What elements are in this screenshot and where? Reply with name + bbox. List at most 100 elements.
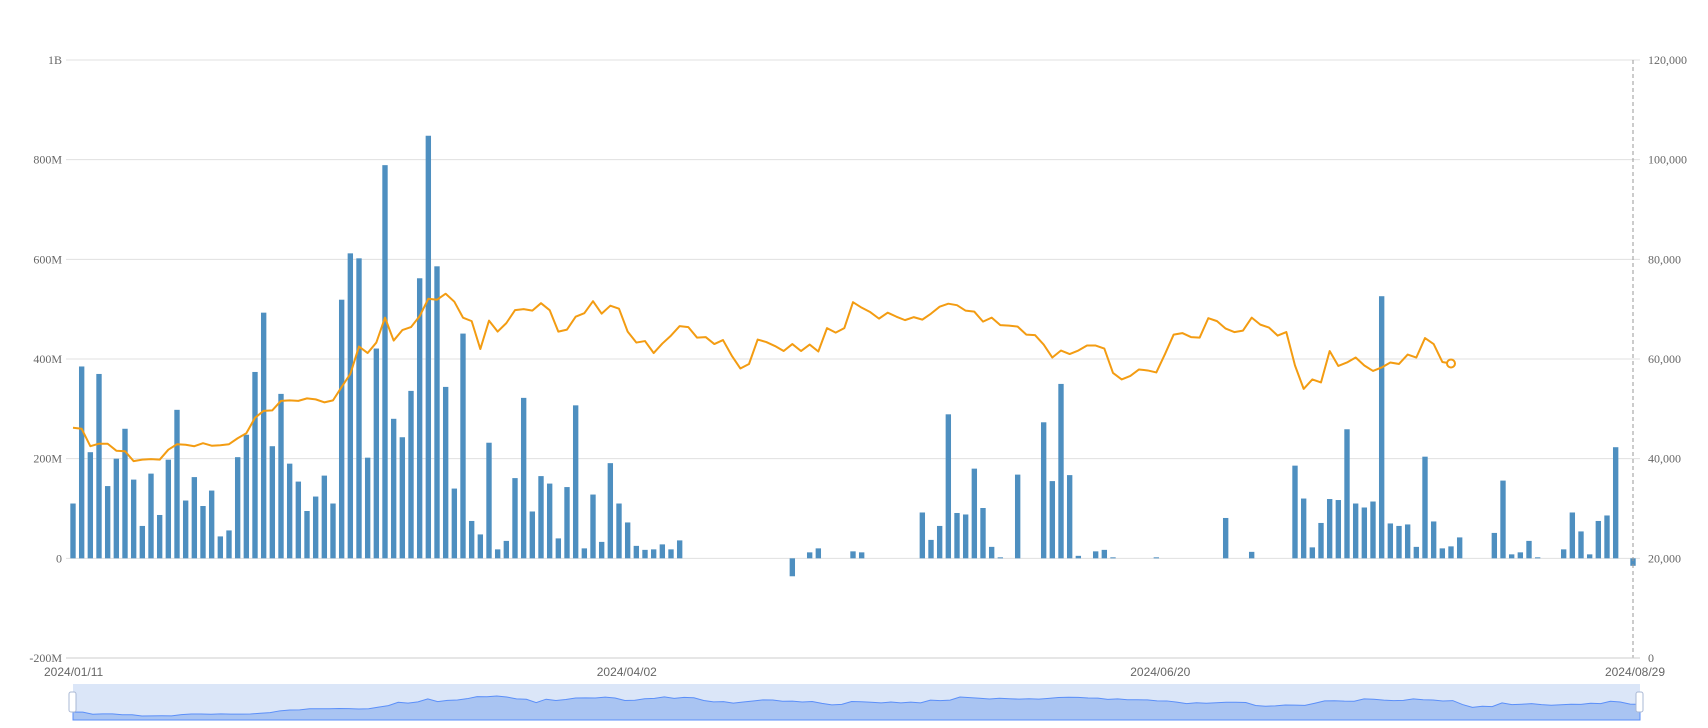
bar: [217, 536, 224, 559]
right-tick-label: 0: [1648, 651, 1654, 665]
left-y-axis: -200M 0 200M 400M 600M 800M 1B: [29, 53, 62, 665]
bar: [633, 545, 640, 559]
bar: [312, 496, 319, 559]
bar: [1526, 540, 1532, 559]
bar: [226, 530, 232, 559]
bar: [1352, 503, 1359, 559]
bar: [1361, 507, 1368, 559]
bar: [624, 522, 631, 559]
bar: [494, 549, 501, 559]
bar: [815, 548, 822, 559]
zoom-slider[interactable]: [68, 684, 1644, 721]
bar: [174, 409, 180, 559]
bar: [399, 437, 406, 559]
bar: [113, 458, 120, 559]
bar: [1248, 551, 1255, 559]
bar: [538, 476, 544, 559]
bar: [1014, 474, 1021, 559]
bar: [806, 552, 813, 559]
zoom-slider-right-handle[interactable]: [1635, 691, 1644, 713]
bar: [520, 397, 527, 559]
bar: [980, 508, 986, 559]
bar: [1378, 296, 1385, 559]
bar: [373, 348, 380, 559]
bar: [954, 512, 960, 559]
bar: [1049, 481, 1056, 559]
x-tick-label: 2024/04/02: [597, 665, 657, 679]
x-axis: 2024/01/11 2024/04/02 2024/06/20 2024/08/29: [44, 657, 1665, 679]
bar: [382, 165, 388, 559]
bar: [416, 278, 423, 559]
bar: [269, 446, 276, 559]
bar: [1439, 548, 1446, 559]
bar: [1396, 525, 1402, 559]
bar: [260, 312, 267, 559]
bar: [1387, 523, 1394, 559]
bar: [555, 538, 562, 559]
bar: [1335, 500, 1342, 559]
left-tick-label: 1B: [48, 53, 62, 67]
bar: [78, 366, 85, 559]
bar: [191, 477, 198, 559]
bar: [503, 540, 510, 559]
bar: [1092, 551, 1099, 559]
bar: [286, 463, 293, 559]
bar: [546, 483, 553, 559]
bar: [130, 479, 137, 559]
bar: [1110, 557, 1116, 559]
bar: [364, 457, 371, 559]
bar: [936, 525, 943, 559]
bar: [338, 299, 345, 559]
x-tick-label: 2024/01/11: [44, 665, 103, 679]
bar: [850, 551, 856, 559]
line-end-marker: [1446, 358, 1456, 369]
bar: [1612, 447, 1619, 559]
bar: [295, 481, 302, 559]
bar: [1370, 501, 1376, 559]
x-tick-label: 2024/06/20: [1130, 665, 1190, 679]
bar: [460, 333, 466, 559]
left-tick-label: 400M: [33, 352, 62, 366]
right-y-axis: 0 20,000 40,000 60,000 80,000 100,000 120,000: [1648, 53, 1687, 665]
bar: [347, 253, 354, 559]
bar: [1595, 520, 1602, 559]
bar: [997, 557, 1004, 559]
right-tick-label: 120,000: [1648, 53, 1687, 67]
bar: [1569, 512, 1576, 559]
bar: [148, 473, 154, 559]
bar: [356, 258, 362, 559]
left-tick-label: -200M: [29, 651, 62, 665]
zoom-slider-left-handle[interactable]: [68, 691, 77, 713]
left-tick-label: 0: [56, 551, 62, 565]
bar: [564, 487, 570, 559]
bar: [1422, 456, 1428, 559]
bar: [928, 539, 934, 559]
price-line: [72, 292, 1452, 463]
bar: [512, 478, 518, 559]
volume-bars: [70, 135, 1636, 577]
zoom-slider-area: [72, 695, 1641, 721]
bar: [165, 459, 172, 559]
bar: [1344, 429, 1350, 559]
bar: [208, 490, 215, 559]
bar: [650, 549, 657, 559]
bar: [304, 510, 310, 559]
bar: [1040, 422, 1047, 559]
bar: [87, 452, 94, 559]
bar: [182, 500, 189, 559]
right-tick-label: 20,000: [1648, 551, 1681, 565]
right-tick-label: 60,000: [1648, 352, 1681, 366]
bar: [200, 506, 206, 559]
bar: [278, 393, 284, 559]
bar: [408, 390, 414, 559]
price-line-group: [72, 292, 1456, 463]
bar: [616, 503, 622, 559]
grid-lines: [66, 59, 1640, 659]
right-tick-label: 100,000: [1648, 153, 1687, 167]
right-tick-label: 40,000: [1648, 452, 1681, 466]
bar: [598, 541, 605, 559]
bar: [1326, 499, 1333, 559]
bar: [252, 371, 258, 559]
bar: [1300, 498, 1307, 559]
